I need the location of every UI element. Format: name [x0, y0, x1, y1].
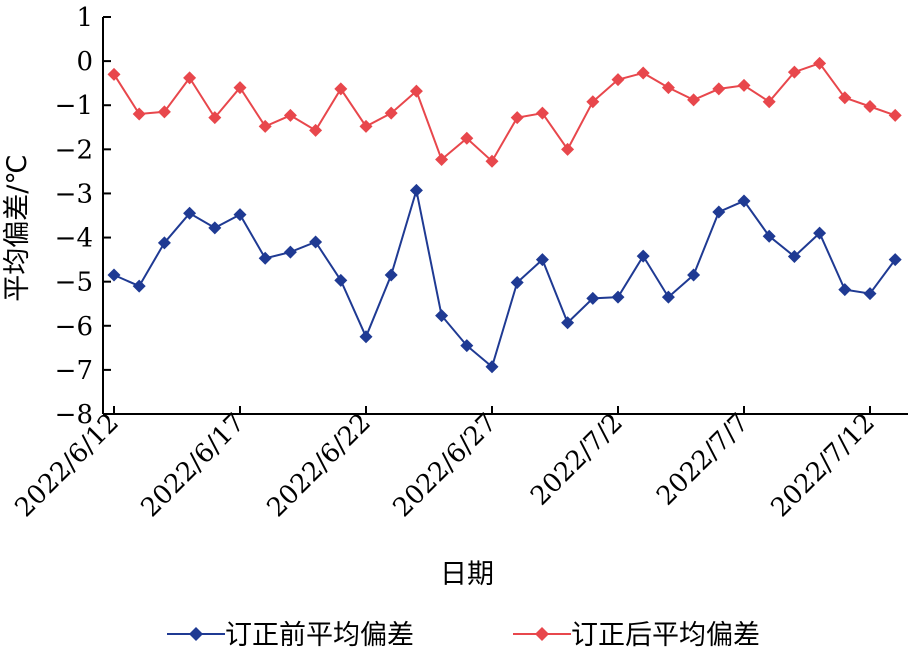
- data-point: [611, 73, 625, 87]
- data-point: [787, 65, 801, 79]
- data-point: [334, 82, 348, 96]
- data-point: [712, 82, 726, 96]
- y-tick-label: −2: [55, 135, 93, 165]
- data-point: [283, 245, 297, 259]
- data-point: [661, 81, 675, 95]
- data-point: [737, 194, 751, 208]
- y-tick-label: 1: [76, 3, 93, 33]
- legend: 订正前平均偏差 订正后平均偏差: [167, 620, 760, 648]
- y-tick-label: −1: [55, 91, 93, 121]
- data-point: [359, 330, 373, 344]
- legend-label: 订正后平均偏差: [571, 620, 760, 648]
- y-tick-label: 0: [76, 47, 93, 77]
- data-point: [384, 268, 398, 282]
- data-point: [132, 279, 146, 293]
- data-point: [888, 253, 902, 267]
- data-point: [309, 123, 323, 137]
- data-point: [687, 93, 701, 107]
- data-point: [535, 106, 549, 120]
- series-1: [107, 183, 902, 374]
- data-point: [107, 268, 121, 282]
- data-point: [661, 290, 675, 304]
- data-point: [208, 221, 222, 235]
- data-point: [510, 111, 524, 125]
- data-point: [535, 253, 549, 267]
- x-tick-label: 2022/6/17: [135, 408, 250, 523]
- series-2: [107, 56, 902, 168]
- data-point: [183, 206, 197, 220]
- data-point: [838, 91, 852, 105]
- x-tick-label: 2022/6/22: [261, 408, 376, 523]
- y-tick-label: −5: [55, 268, 93, 298]
- data-point: [510, 276, 524, 290]
- data-point: [157, 236, 171, 250]
- data-point: [813, 56, 827, 70]
- legend-label: 订正前平均偏差: [225, 620, 414, 648]
- data-point: [460, 131, 474, 145]
- data-point: [233, 208, 247, 222]
- data-point: [359, 119, 373, 133]
- data-point: [409, 183, 423, 197]
- y-tick-label: −8: [55, 400, 93, 430]
- data-point: [636, 249, 650, 263]
- data-point: [258, 251, 272, 265]
- series-layer: [107, 56, 902, 374]
- legend-item-1: 订正前平均偏差: [167, 620, 414, 648]
- data-point: [712, 205, 726, 219]
- data-point: [283, 108, 297, 122]
- data-point: [561, 316, 575, 330]
- data-point: [636, 66, 650, 80]
- legend-item-2: 订正后平均偏差: [513, 620, 760, 648]
- x-tick-label: 2022/6/27: [387, 408, 502, 523]
- data-point: [460, 339, 474, 353]
- data-point: [132, 107, 146, 121]
- data-point: [687, 268, 701, 282]
- x-tick-label: 2022/7/2: [525, 408, 629, 512]
- y-tick-label: −7: [55, 356, 93, 386]
- data-point: [737, 78, 751, 92]
- data-point: [813, 226, 827, 240]
- data-point: [762, 229, 776, 243]
- y-axis: 1 0 −1 −2 −3 −4 −5 −6 −7 −8: [55, 3, 111, 430]
- data-point: [384, 106, 398, 120]
- data-point: [183, 71, 197, 85]
- data-point: [586, 291, 600, 305]
- data-point: [586, 95, 600, 109]
- data-point: [485, 360, 499, 374]
- x-axis-title: 日期: [440, 559, 494, 590]
- data-point: [157, 105, 171, 119]
- series-line: [113, 62, 896, 163]
- series-line: [113, 190, 897, 369]
- data-point: [863, 100, 877, 114]
- x-tick-label: 2022/7/7: [651, 408, 755, 512]
- data-point: [787, 250, 801, 264]
- x-axis: 2022/6/12 2022/6/17 2022/6/22 2022/6/27 2022…: [9, 406, 908, 523]
- y-tick-label: −3: [55, 179, 93, 209]
- data-point: [435, 309, 449, 323]
- data-point: [107, 67, 121, 81]
- data-point: [863, 287, 877, 301]
- data-point: [334, 273, 348, 287]
- y-axis-title: 平均偏差/℃: [2, 154, 33, 301]
- data-point: [762, 95, 776, 109]
- data-point: [258, 119, 272, 133]
- data-point: [309, 235, 323, 249]
- legend-marker: [535, 627, 549, 641]
- y-tick-label: −4: [55, 224, 93, 254]
- data-point: [409, 84, 423, 98]
- data-point: [561, 142, 575, 156]
- legend-marker: [189, 627, 203, 641]
- data-point: [888, 108, 902, 122]
- data-point: [838, 283, 852, 297]
- data-point: [435, 152, 449, 166]
- data-point: [208, 111, 222, 125]
- y-tick-label: −6: [55, 312, 93, 342]
- data-point: [611, 290, 625, 304]
- data-point: [485, 154, 499, 168]
- data-point: [233, 81, 247, 95]
- x-tick-label: 2022/7/12: [765, 408, 880, 523]
